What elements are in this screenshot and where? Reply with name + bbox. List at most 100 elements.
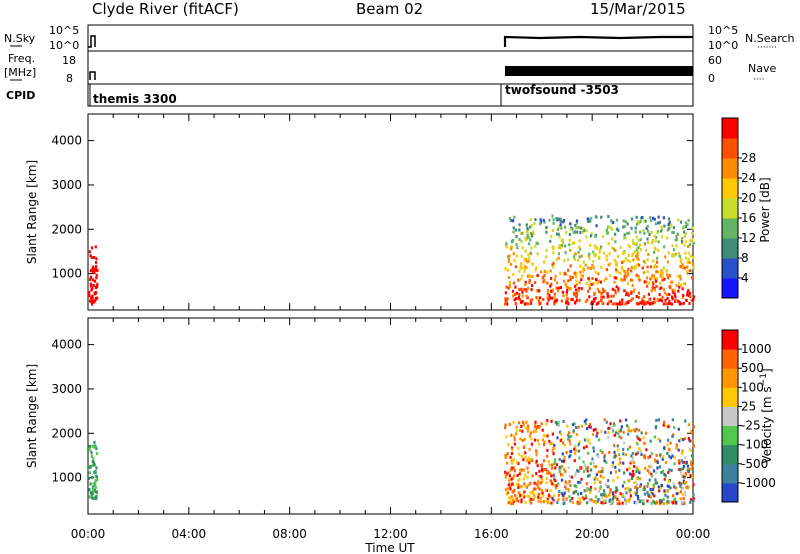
data-cell [654, 481, 657, 485]
data-cell [564, 251, 567, 255]
data-cell [634, 452, 638, 456]
data-cell [597, 454, 600, 458]
data-cell [537, 492, 540, 496]
data-cell [582, 227, 585, 231]
data-cell [614, 268, 618, 272]
data-cell [88, 446, 91, 450]
data-cell [592, 428, 595, 432]
data-cell [658, 465, 662, 469]
data-cell [605, 258, 608, 262]
data-cell [530, 232, 533, 236]
data-cell [534, 268, 537, 272]
data-cell [637, 274, 640, 278]
nave-tick-low: 0 [708, 72, 715, 85]
data-cell [530, 442, 534, 446]
data-cell [567, 302, 570, 306]
data-cell [607, 263, 610, 267]
data-cell [509, 496, 512, 500]
data-cell [529, 431, 532, 435]
data-cell [593, 465, 596, 469]
data-cell [673, 485, 676, 489]
beam-title: Beam 02 [356, 0, 423, 18]
data-cell [93, 271, 96, 275]
data-cell [546, 288, 550, 292]
data-cell [524, 288, 527, 292]
data-cell [574, 223, 577, 227]
data-cell [624, 220, 627, 224]
data-cell [518, 452, 521, 456]
data-cell [527, 253, 530, 257]
data-cell [688, 301, 691, 305]
data-cell [578, 245, 581, 249]
data-cell [540, 474, 543, 478]
data-cell [619, 271, 622, 275]
data-cell [619, 461, 622, 465]
data-cell [674, 238, 677, 242]
data-cell [581, 269, 584, 273]
data-cell [580, 254, 583, 258]
data-cell [664, 255, 667, 259]
data-cell [630, 226, 633, 230]
data-cell [540, 468, 544, 472]
data-cell [690, 298, 693, 302]
y-tick-label: 1000 [51, 267, 82, 281]
colorbar-segment [722, 387, 738, 407]
data-cell [522, 423, 525, 427]
data-cell [575, 489, 578, 493]
data-cell [535, 459, 538, 463]
data-cell [630, 459, 633, 463]
data-cell [621, 493, 624, 497]
data-cell [531, 262, 534, 266]
data-cell [513, 466, 516, 470]
data-cell [630, 278, 634, 282]
data-cell [563, 491, 566, 495]
data-cell [677, 281, 680, 285]
data-cell [600, 501, 603, 505]
data-cell [504, 423, 507, 427]
data-cell [691, 226, 694, 230]
data-cell [630, 454, 633, 458]
data-cell [539, 218, 542, 222]
data-cell [529, 225, 532, 229]
data-cell [545, 471, 549, 475]
data-cell [607, 479, 610, 483]
data-cell [674, 300, 677, 304]
data-cell [564, 480, 567, 484]
data-cell [504, 267, 507, 271]
data-cell [578, 298, 581, 302]
data-cell [683, 225, 686, 229]
data-cell [677, 289, 680, 293]
data-cell [524, 265, 527, 269]
data-cell [541, 438, 545, 442]
colorbar-segment [722, 368, 738, 388]
colorbar-segment [722, 198, 738, 219]
data-cell [517, 486, 520, 490]
y-tick-label: 2000 [51, 222, 82, 236]
data-cell [651, 301, 654, 305]
data-cell [548, 293, 551, 297]
data-cell [629, 494, 632, 498]
data-cell [654, 222, 657, 226]
data-cell [608, 252, 611, 256]
data-cell [586, 474, 590, 478]
data-cell [513, 488, 516, 492]
data-cell [520, 231, 523, 235]
data-cell [567, 437, 570, 441]
data-cell [529, 299, 532, 303]
data-cell [586, 486, 589, 490]
data-cell [573, 422, 576, 426]
colorbar-segment [722, 258, 738, 279]
data-cell [686, 260, 689, 264]
data-cell [504, 302, 507, 306]
data-cell [506, 487, 509, 491]
data-cell [618, 457, 621, 461]
data-cell [93, 463, 96, 467]
data-cell [550, 282, 553, 286]
data-cell [620, 260, 624, 264]
data-cell [665, 273, 669, 277]
data-cell [664, 493, 667, 497]
data-cell [661, 278, 664, 282]
data-cell [644, 431, 648, 435]
data-cell [648, 455, 652, 459]
